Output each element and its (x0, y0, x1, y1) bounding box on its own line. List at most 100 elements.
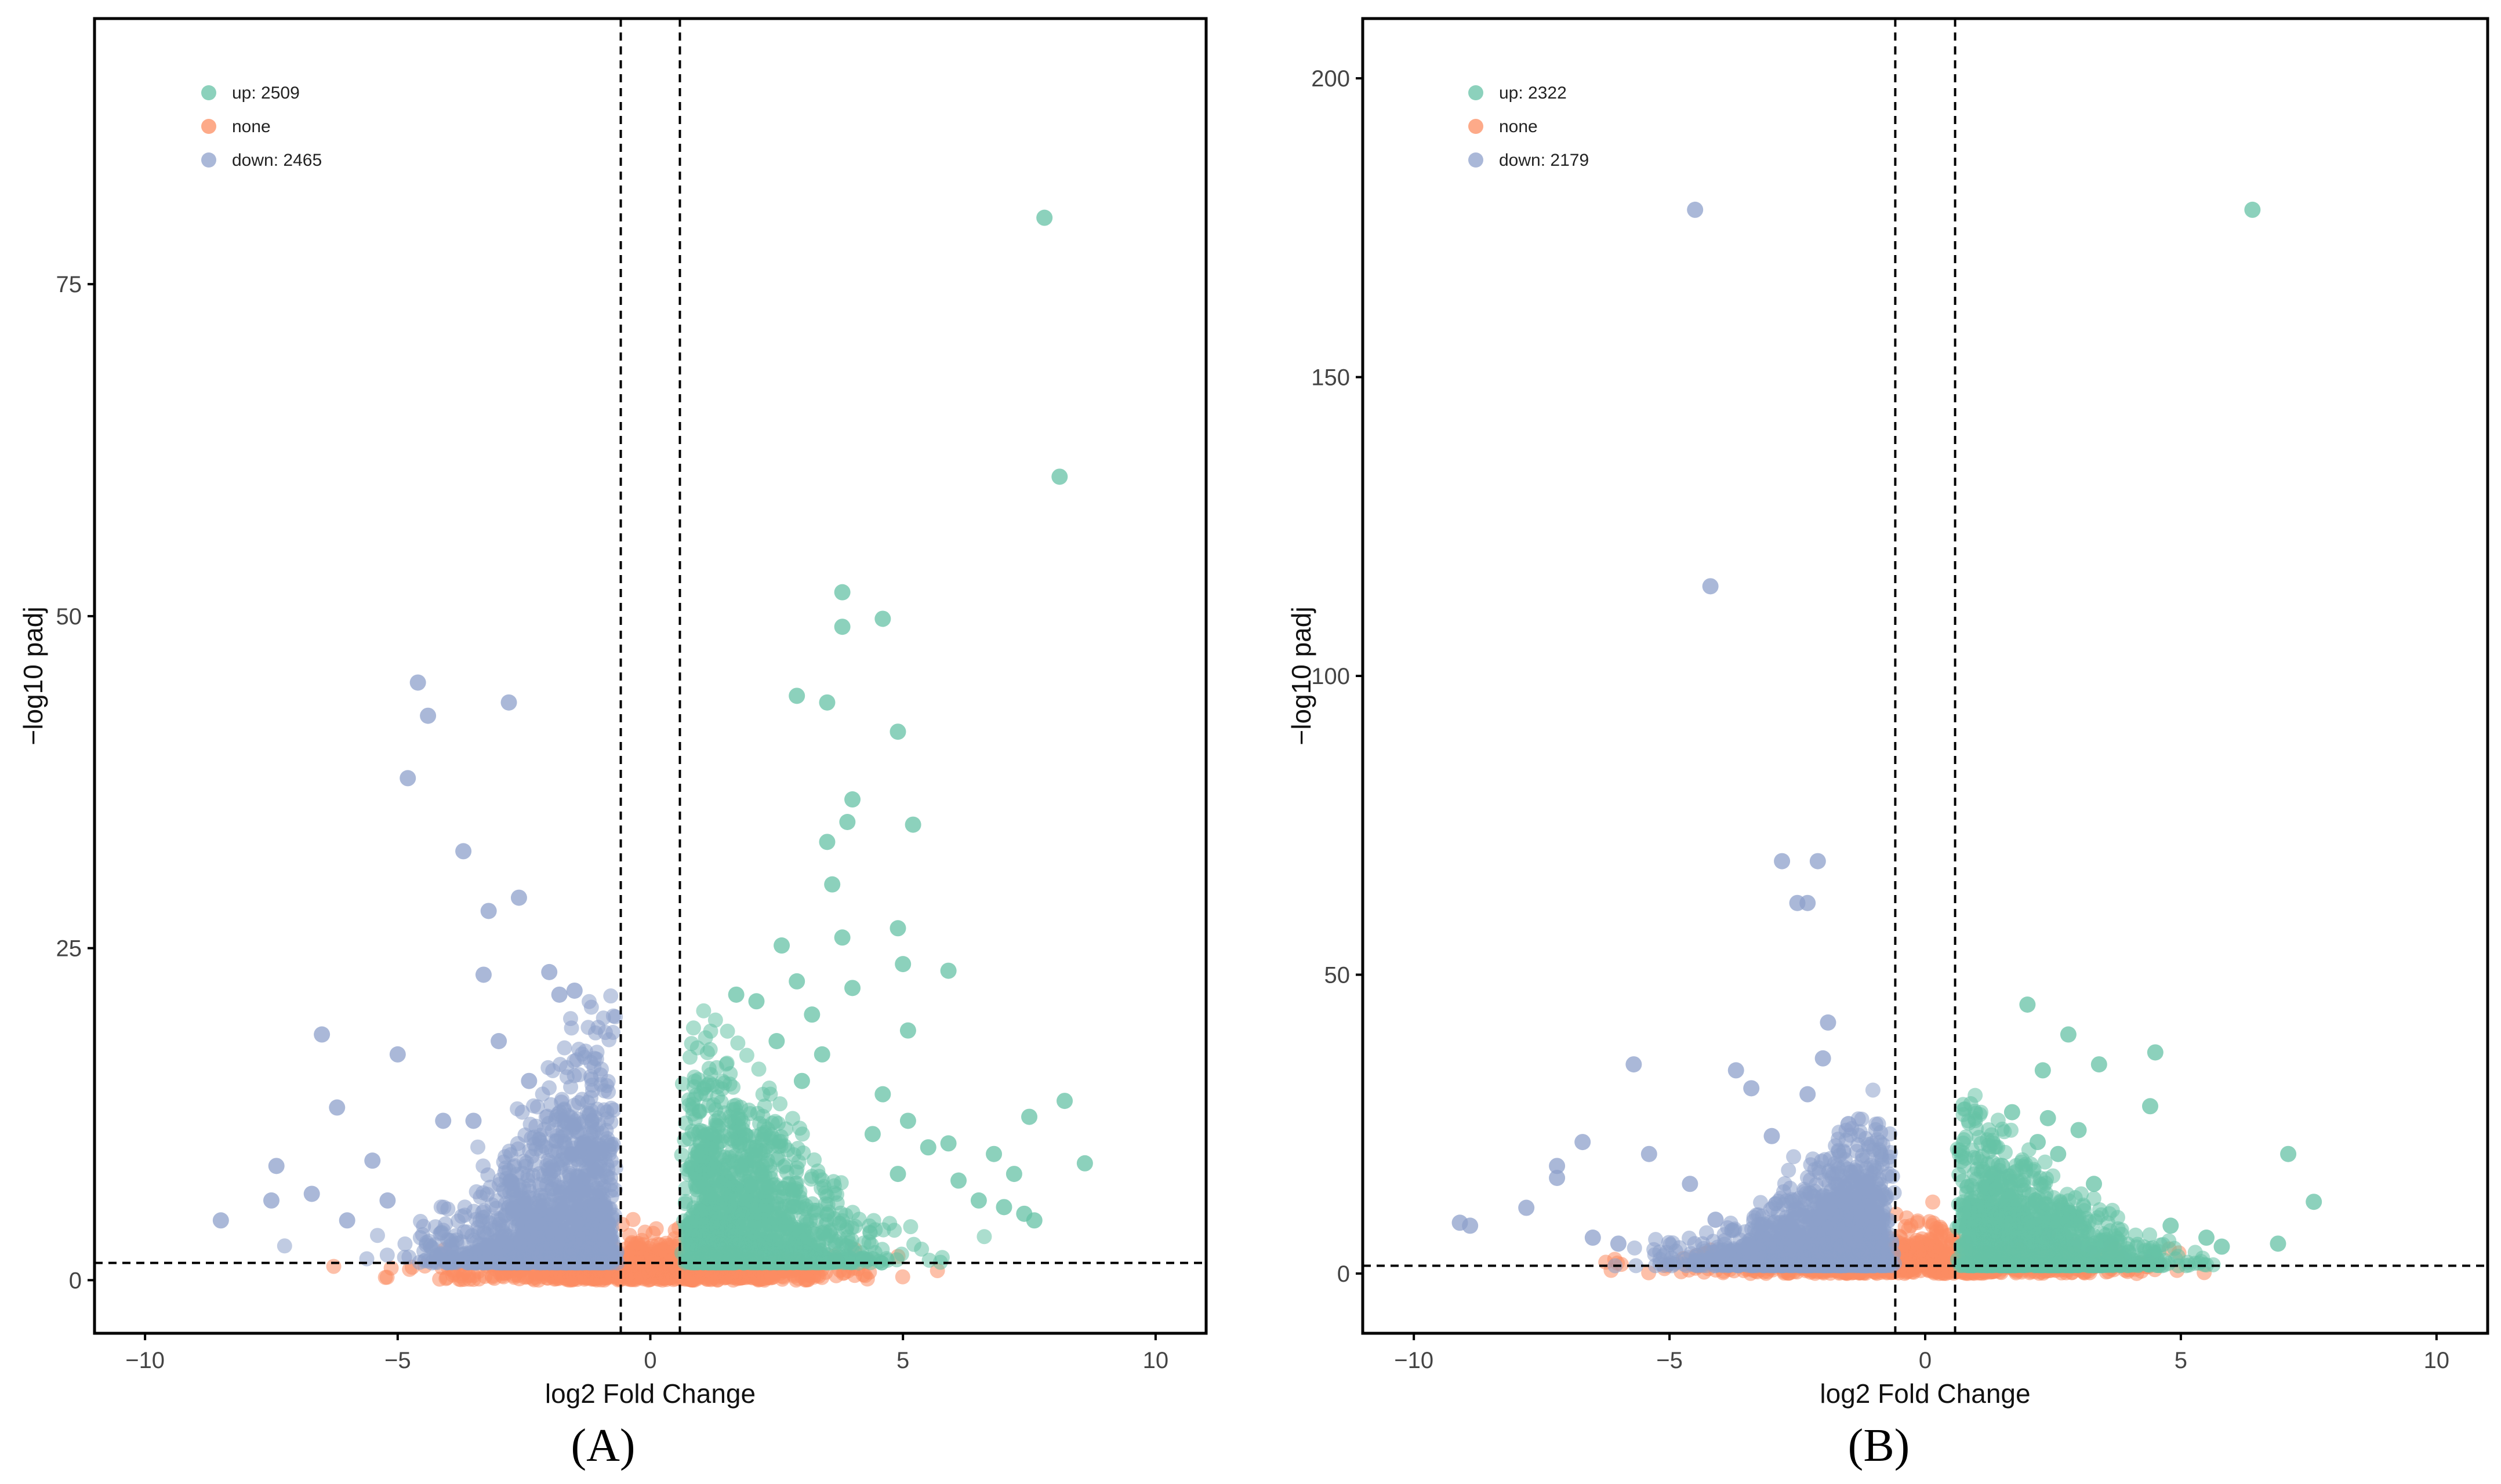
point-down (389, 1046, 406, 1063)
point-up (748, 993, 765, 1010)
point-up (684, 1036, 699, 1052)
point-up (696, 1003, 712, 1019)
point-up (720, 1240, 735, 1256)
point-down (484, 1240, 500, 1256)
point-down (593, 1076, 609, 1092)
point-down (498, 1149, 513, 1165)
point-down (521, 1072, 538, 1089)
point-down (559, 1069, 575, 1085)
point-down (545, 1063, 561, 1078)
point-none (1925, 1194, 1941, 1210)
point-down (562, 1159, 578, 1174)
point-up (721, 1155, 736, 1170)
point-down (482, 1221, 498, 1237)
point-up (682, 1049, 698, 1065)
point-up (719, 1206, 735, 1222)
point-none (377, 1270, 393, 1285)
point-up (970, 1192, 987, 1209)
series-up (728, 209, 1093, 1229)
point-up (818, 1185, 833, 1201)
point-up (950, 1172, 967, 1189)
point-up (754, 1132, 769, 1147)
point-down (603, 988, 619, 1004)
point-up (899, 1022, 916, 1039)
point-up (713, 1094, 729, 1110)
point-down (471, 1225, 487, 1241)
point-down (475, 1185, 491, 1201)
point-none (466, 1268, 481, 1283)
point-up (804, 1006, 821, 1023)
point-up (799, 1216, 815, 1232)
point-up (731, 1111, 746, 1126)
point-down (603, 1183, 619, 1198)
point-none (1923, 1232, 1939, 1247)
point-up (782, 1198, 797, 1213)
point-up (751, 1061, 767, 1077)
point-down (600, 1169, 615, 1185)
point-up (759, 1238, 775, 1254)
y-tick-label: 75 (56, 272, 82, 297)
point-up (771, 1115, 786, 1131)
point-down (556, 1134, 572, 1150)
point-up (874, 610, 891, 627)
point-up (834, 619, 851, 635)
point-down (421, 1234, 437, 1249)
point-up (867, 1222, 883, 1238)
point-none (1910, 1215, 1925, 1231)
point-down (526, 1098, 542, 1114)
point-up (763, 1086, 778, 1102)
point-up (890, 1166, 906, 1183)
point-down (488, 1201, 504, 1216)
point-up (864, 1126, 881, 1143)
point-none (599, 1270, 615, 1286)
point-none (510, 1268, 526, 1283)
point-up (692, 1173, 708, 1188)
point-up (768, 1033, 785, 1049)
point-down (339, 1212, 355, 1229)
point-up (710, 1119, 725, 1134)
point-up (1021, 1108, 1038, 1125)
point-up (758, 1198, 774, 1214)
cloud-up (674, 1003, 992, 1271)
point-down (429, 1248, 444, 1264)
point-down (433, 1199, 449, 1215)
point-up (842, 1239, 858, 1254)
point-up (739, 1128, 755, 1144)
point-down (573, 1227, 589, 1243)
point-up (747, 1148, 763, 1163)
x-tick-label: 0 (644, 1348, 656, 1373)
point-down (550, 1106, 566, 1122)
point-up (1006, 1166, 1022, 1183)
point-down (397, 1250, 412, 1265)
point-up (794, 1230, 810, 1246)
point-down (314, 1026, 331, 1043)
point-up (728, 1097, 744, 1113)
point-up (819, 834, 836, 850)
point-down (521, 1190, 537, 1205)
point-up (905, 816, 921, 833)
point-up (789, 973, 805, 990)
point-up (692, 1134, 707, 1150)
point-up (895, 956, 912, 973)
point-up (761, 1180, 776, 1195)
point-down (397, 1236, 413, 1252)
point-up (685, 1020, 701, 1036)
point-up (772, 1096, 788, 1112)
point-down (510, 889, 527, 906)
point-down (515, 1166, 531, 1181)
point-none (625, 1212, 641, 1227)
point-down (409, 674, 426, 691)
point-none (624, 1235, 640, 1250)
point-up (844, 791, 861, 808)
point-down (576, 1135, 592, 1151)
point-down (522, 1116, 538, 1132)
point-none (709, 1270, 724, 1286)
point-up (685, 1106, 701, 1122)
point-down (435, 1112, 452, 1129)
point-down (263, 1192, 279, 1209)
point-up (730, 1035, 746, 1051)
point-up (773, 1133, 789, 1149)
point-up (996, 1199, 1012, 1216)
